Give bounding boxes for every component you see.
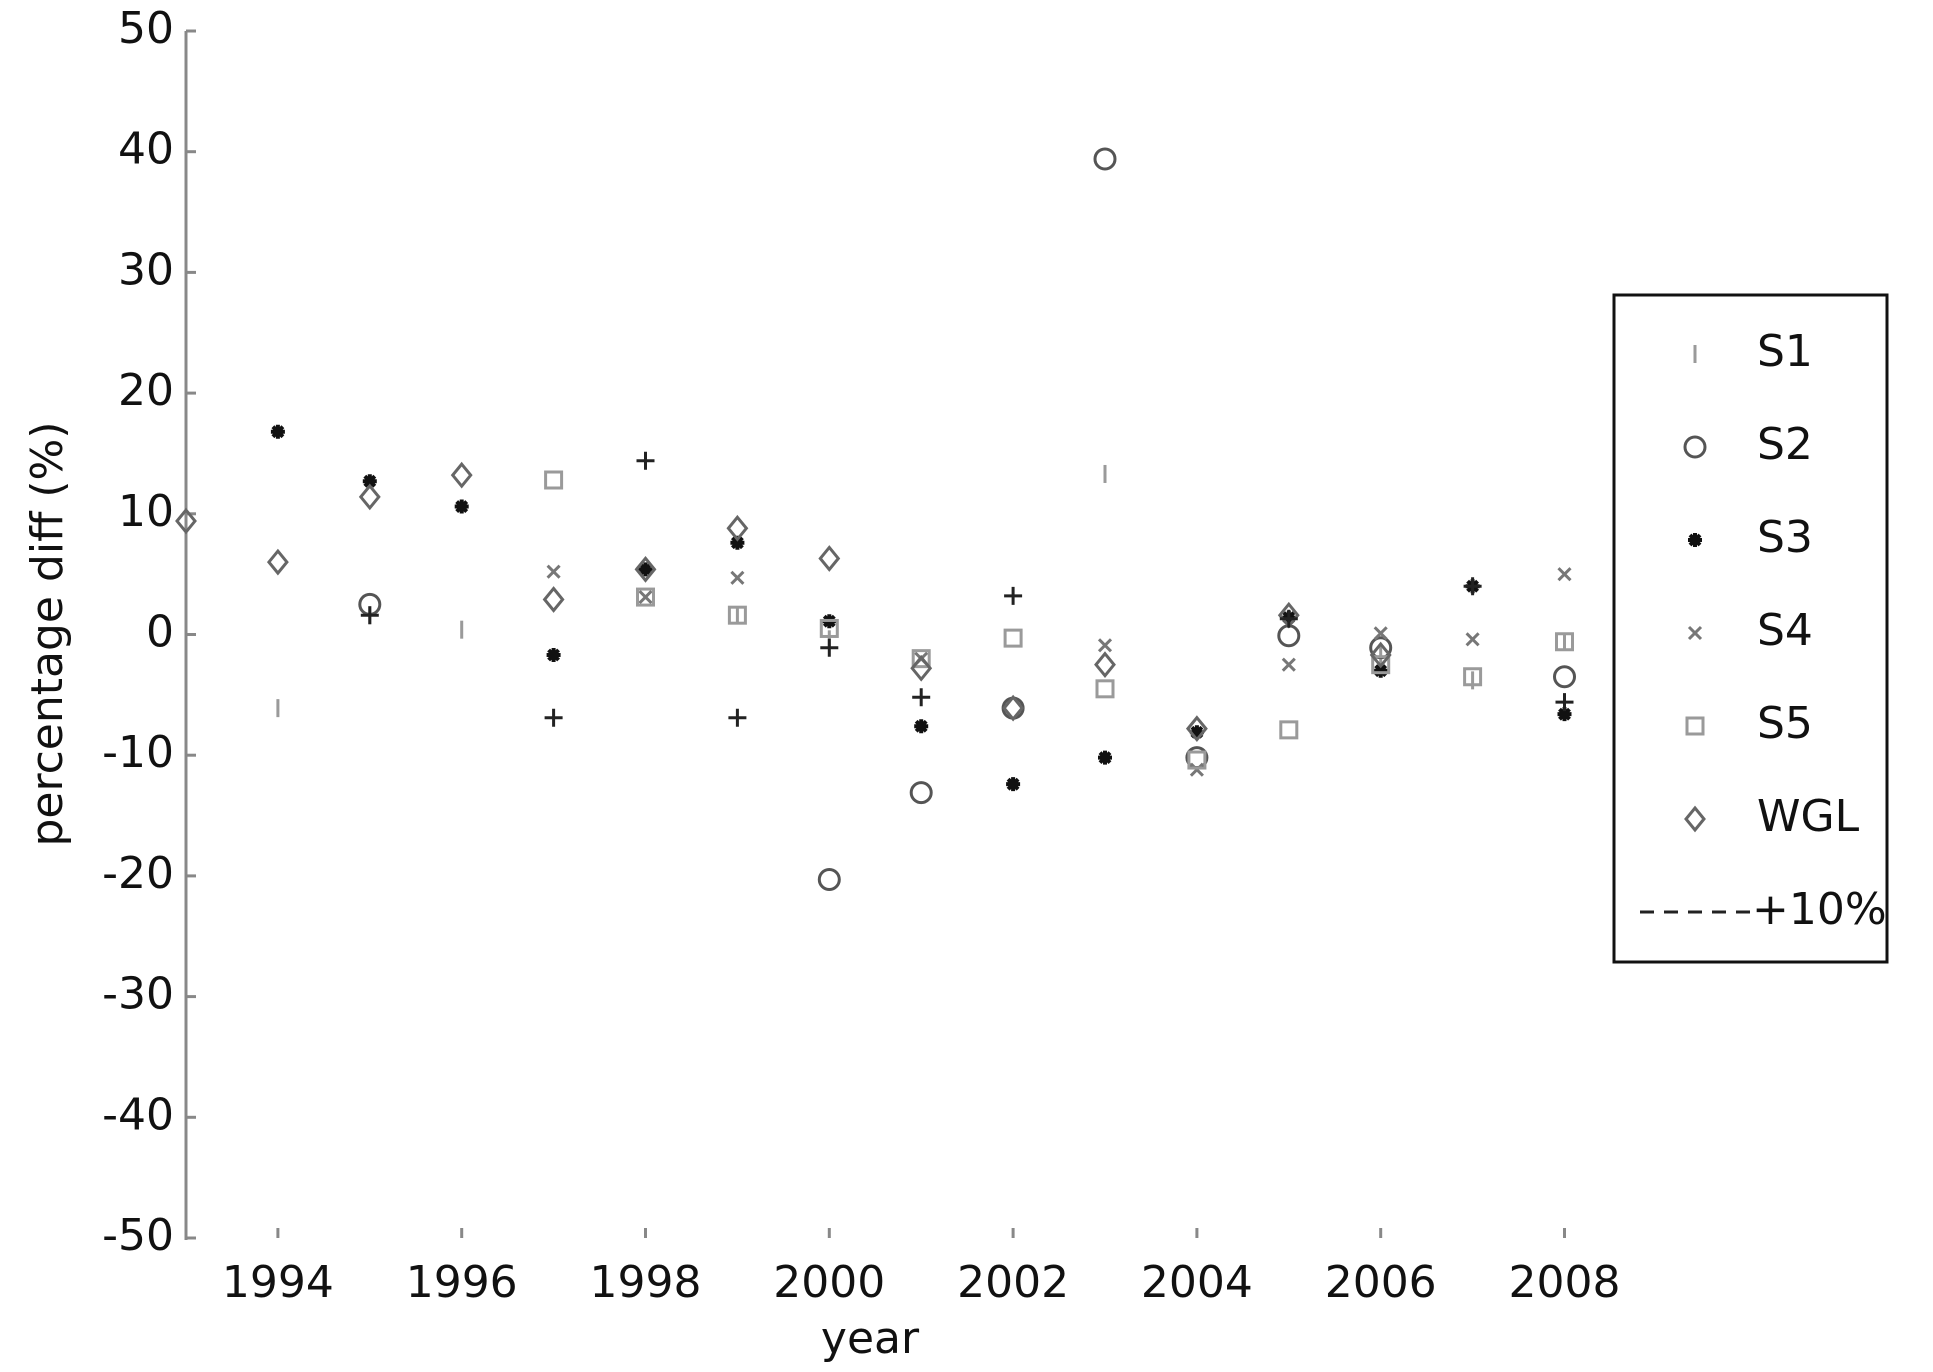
- legend-symbol: [1683, 435, 1707, 459]
- data-point: [727, 605, 747, 625]
- data-point: [1557, 567, 1572, 582]
- data-point: [1098, 750, 1112, 765]
- data-point: [726, 514, 749, 542]
- x-tick-label: 1998: [590, 1257, 702, 1308]
- y-tick-label: 10: [118, 486, 174, 537]
- data-point: [1369, 641, 1392, 669]
- data-point: [358, 483, 381, 511]
- data-point: [730, 570, 745, 585]
- y-tick-label: 20: [118, 365, 174, 416]
- legend-symbol: [1688, 533, 1702, 547]
- data-point: [175, 507, 197, 535]
- legend-label: S5: [1757, 698, 1813, 749]
- legend-label: +10%: [1752, 884, 1887, 935]
- legend-label: S1: [1757, 326, 1813, 377]
- data-point: [1279, 720, 1299, 740]
- data-point: [636, 451, 655, 470]
- x-tick-label: 2000: [773, 1257, 885, 1308]
- data-point: [1281, 657, 1296, 672]
- legend-symbol: [1684, 805, 1706, 833]
- y-axis-label: percentage diff (%): [22, 421, 73, 846]
- data-point: [1097, 638, 1113, 653]
- legend-label: WGL: [1757, 791, 1860, 842]
- data-point: [546, 648, 561, 663]
- legend-label: S2: [1757, 419, 1813, 470]
- legend-label: S3: [1757, 512, 1813, 563]
- data-point: [1553, 665, 1576, 689]
- x-axis-label: year: [821, 1313, 920, 1364]
- data-point: [542, 586, 565, 613]
- data-point: [1094, 651, 1116, 679]
- data-point: [1373, 663, 1388, 678]
- y-tick-label: 50: [118, 3, 174, 54]
- data-point: [1557, 707, 1572, 722]
- data-point: [1555, 693, 1574, 712]
- data-point: [1189, 762, 1204, 777]
- data-point: [1279, 609, 1298, 628]
- y-tick-label: 40: [118, 124, 174, 175]
- y-tick-label: 0: [146, 607, 174, 658]
- data-point: [730, 535, 745, 550]
- data-point: [1187, 750, 1207, 770]
- x-tick-label: 1994: [222, 1257, 334, 1308]
- x-tick-label: 2008: [1509, 1257, 1621, 1308]
- data-point: [1003, 628, 1023, 648]
- data-point: [1277, 624, 1301, 648]
- data-point: [1463, 667, 1483, 687]
- data-point: [544, 708, 563, 727]
- data-point: [1185, 715, 1208, 743]
- data-point: [820, 638, 839, 657]
- data-point: [634, 555, 657, 583]
- data-point: [1006, 777, 1021, 792]
- data-point: [450, 461, 473, 489]
- data-point: [1465, 632, 1480, 647]
- data-point: [270, 424, 285, 439]
- data-point: [546, 564, 561, 579]
- y-tick-label: -10: [102, 727, 174, 778]
- data-point: [1093, 147, 1117, 171]
- data-point: [266, 548, 289, 576]
- data-point: [817, 868, 841, 892]
- data-point: [1371, 655, 1391, 675]
- data-point: [1002, 694, 1025, 722]
- data-point: [1555, 632, 1574, 652]
- data-point: [1373, 626, 1388, 641]
- x-tick-label: 2004: [1141, 1257, 1253, 1308]
- data-point: [728, 708, 747, 727]
- data-point: [912, 688, 931, 707]
- y-tick-label: -20: [102, 848, 174, 899]
- data-point: [638, 590, 653, 605]
- data-point: [1004, 586, 1023, 605]
- data-point: [1001, 696, 1025, 720]
- data-point: [1463, 577, 1482, 596]
- data-point: [1189, 725, 1204, 740]
- x-tick-label: 2006: [1325, 1257, 1437, 1308]
- data-point: [914, 719, 929, 734]
- y-tick-label: -30: [102, 969, 174, 1020]
- legend-label: S4: [1757, 605, 1813, 656]
- data-point: [910, 654, 933, 682]
- legend-symbol: [1687, 625, 1703, 641]
- data-point: [454, 499, 469, 514]
- data-point: [909, 781, 933, 805]
- data-point: [636, 587, 655, 607]
- x-tick-label: 2002: [957, 1257, 1069, 1308]
- y-tick-label: 30: [118, 244, 174, 295]
- data-point: [818, 545, 841, 572]
- data-point: [360, 606, 379, 625]
- y-tick-label: -50: [102, 1210, 174, 1261]
- data-point: [911, 649, 931, 669]
- data-point: [544, 470, 564, 490]
- y-tick-label: -40: [102, 1089, 174, 1140]
- legend-box: [1612, 293, 1889, 964]
- data-point: [362, 474, 377, 489]
- data-point: [819, 618, 839, 638]
- data-point: [638, 562, 653, 577]
- data-point: [1095, 679, 1115, 699]
- legend-symbol: [1685, 716, 1705, 736]
- x-tick-label: 1996: [406, 1257, 518, 1308]
